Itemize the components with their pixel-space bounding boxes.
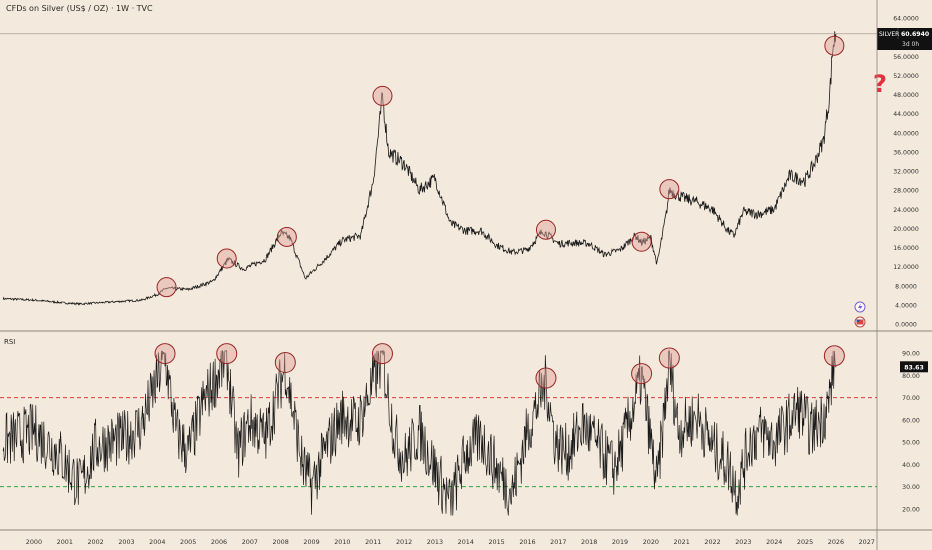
price-peak-circle [216, 248, 237, 269]
price-axis-tick-label: 0.0000 [895, 322, 917, 329]
time-axis-tick-label: 2017 [550, 538, 566, 546]
price-axis-tick-label: 36.0000 [893, 149, 919, 156]
flag-stripes [856, 319, 864, 325]
time-axis-tick-label: 2019 [612, 538, 628, 546]
price-peak-circle [659, 179, 680, 200]
price-pane: 64.000060.000056.000052.000048.000044.00… [0, 16, 932, 329]
price-axis-tick-label: 52.0000 [893, 73, 919, 80]
time-axis-tick-label: 2004 [149, 538, 165, 546]
time-axis-tick-label: 2001 [57, 538, 73, 546]
price-axis-tick-label: 24.0000 [893, 207, 919, 214]
price-peak-circle [156, 277, 177, 298]
time-axis-tick-label: 2005 [180, 538, 196, 546]
rsi-axis-tick-label: 60.00 [902, 417, 920, 424]
rsi-axis-tick-label: 40.00 [902, 462, 920, 469]
rsi-axis-tick-label: 70.00 [902, 395, 920, 402]
time-axis-tick-label: 2014 [458, 538, 474, 546]
time-axis-tick-label: 2023 [735, 538, 751, 546]
time-axis-tick-label: 2013 [427, 538, 443, 546]
price-peak-circle [631, 231, 652, 252]
price-line [2, 31, 837, 306]
time-axis-tick-label: 2006 [211, 538, 227, 546]
rsi-peak-circle [371, 343, 393, 365]
time-axis-tick-label: 2008 [273, 538, 289, 546]
price-badge [877, 28, 932, 50]
time-axis-tick-label: 2003 [118, 538, 134, 546]
chart-title: CFDs on Silver (US$ / OZ) · 1W · TVC [6, 4, 153, 13]
time-axis-tick-label: 2024 [766, 538, 782, 546]
rsi-peak-circle [535, 367, 557, 389]
time-axis-tick-label: 2016 [519, 538, 535, 546]
time-axis-tick-label: 2000 [26, 538, 42, 546]
time-axis-tick-label: 2027 [859, 538, 875, 546]
rsi-axis-tick-label: 20.00 [902, 506, 920, 513]
price-axis-tick-label: 8.0000 [895, 283, 917, 290]
time-axis-tick-label: 2015 [488, 538, 504, 546]
rsi-axis-tick-label: 50.00 [902, 440, 920, 447]
lightning-glyph [858, 303, 863, 311]
rsi-badge-value: 83.63 [904, 364, 924, 371]
rsi-peak-circle [274, 351, 296, 373]
overlay-layer: ? [854, 70, 887, 328]
time-axis-tick-label: 2007 [242, 538, 258, 546]
time-axis-tick-label: 2009 [303, 538, 319, 546]
price-peak-circle [535, 219, 556, 240]
price-axis-tick-label: 56.0000 [893, 54, 919, 61]
price-axis-tick-label: 64.0000 [893, 16, 919, 23]
time-axis-tick-label: 2012 [396, 538, 412, 546]
time-axis-tick-label: 2002 [87, 538, 103, 546]
rsi-axis-tick-label: 30.00 [902, 484, 920, 491]
price-badge-countdown: 3d 0h [902, 41, 919, 48]
rsi-badge [900, 361, 928, 373]
price-axis-tick-label: 4.0000 [895, 302, 917, 309]
rsi-peak-circle [216, 343, 238, 365]
time-axis-tick-label: 2011 [365, 538, 381, 546]
question-mark-annotation: ? [873, 70, 887, 98]
price-axis-tick-label: 44.0000 [893, 111, 919, 118]
price-axis-tick-label: 40.0000 [893, 130, 919, 137]
flag-canton [856, 319, 860, 322]
price-axis-tick-label: 48.0000 [893, 92, 919, 99]
price-axis-tick-label: 32.0000 [893, 169, 919, 176]
rsi-axis-tick-label: 90.00 [902, 351, 920, 358]
rsi-pane: 90.00 80.00 70.00 60.00 50.00 40.00 30.00 20.00… [0, 343, 928, 516]
rsi-pane-label: RSI [4, 338, 16, 346]
time-axis-tick-label: 2026 [828, 538, 844, 546]
time-axis-tick-label: 2018 [581, 538, 597, 546]
rsi-peak-circle [154, 343, 176, 365]
price-axis-tick-label: 20.0000 [893, 226, 919, 233]
time-axis-tick-label: 2020 [643, 538, 659, 546]
price-peak-circle [824, 35, 845, 56]
rsi-peak-circle [631, 363, 653, 385]
rsi-axis-tick-label: 80.00 [902, 373, 920, 380]
price-peak-circle [276, 226, 297, 247]
price-badge-symbol: SILVER [879, 31, 899, 38]
price-axis-tick-label: 28.0000 [893, 188, 919, 195]
price-peak-circle [372, 85, 393, 106]
time-axis-tick-label: 2025 [797, 538, 813, 546]
time-axis-tick-label: 2021 [674, 538, 690, 546]
price-axis-tick-label: 16.0000 [893, 245, 919, 252]
time-axis-tick-label: 2010 [334, 538, 350, 546]
time-axis-tick-label: 2022 [704, 538, 720, 546]
price-axis-tick-label: 12.0000 [893, 264, 919, 271]
price-badge-value: 60.6940 [901, 31, 930, 38]
rsi-peak-circle [658, 347, 680, 369]
rsi-line [2, 349, 837, 516]
rsi-peak-circle [823, 345, 845, 367]
